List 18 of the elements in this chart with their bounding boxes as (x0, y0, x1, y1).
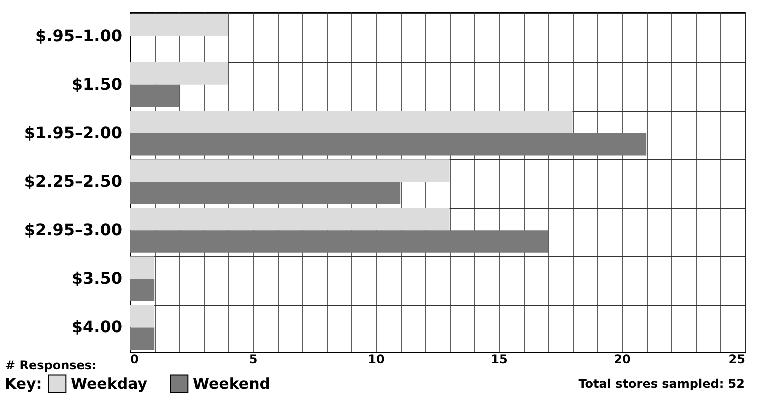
y-tick-label: $1.50 (72, 74, 122, 94)
text: Total stores sampled: 52 (578, 377, 745, 391)
y-tick-label: $4.00 (72, 318, 122, 337)
x-tick-label: 25 (728, 352, 746, 366)
y-tick-label: $2.25–2.50 (24, 172, 122, 191)
legend-label: Weekend (193, 374, 271, 393)
y-tick-label: $.95–1.00 (36, 26, 122, 46)
legend-label: Weekday (71, 374, 148, 393)
legend-title: Key: (5, 375, 42, 393)
x-tick-label: 20 (614, 352, 631, 366)
y-tick-label: $1.95–2.00 (24, 123, 122, 142)
x-tick-label: 5 (249, 352, 258, 366)
x-tick-label: 15 (491, 352, 508, 366)
y-tick-label: $2.95–3.00 (24, 220, 122, 240)
y-tick-label: $3.50 (72, 269, 122, 288)
x-tick-label: 10 (368, 352, 385, 366)
x-tick-label: 0 (130, 352, 139, 366)
x-axis-title: # Responses: (6, 358, 97, 372)
